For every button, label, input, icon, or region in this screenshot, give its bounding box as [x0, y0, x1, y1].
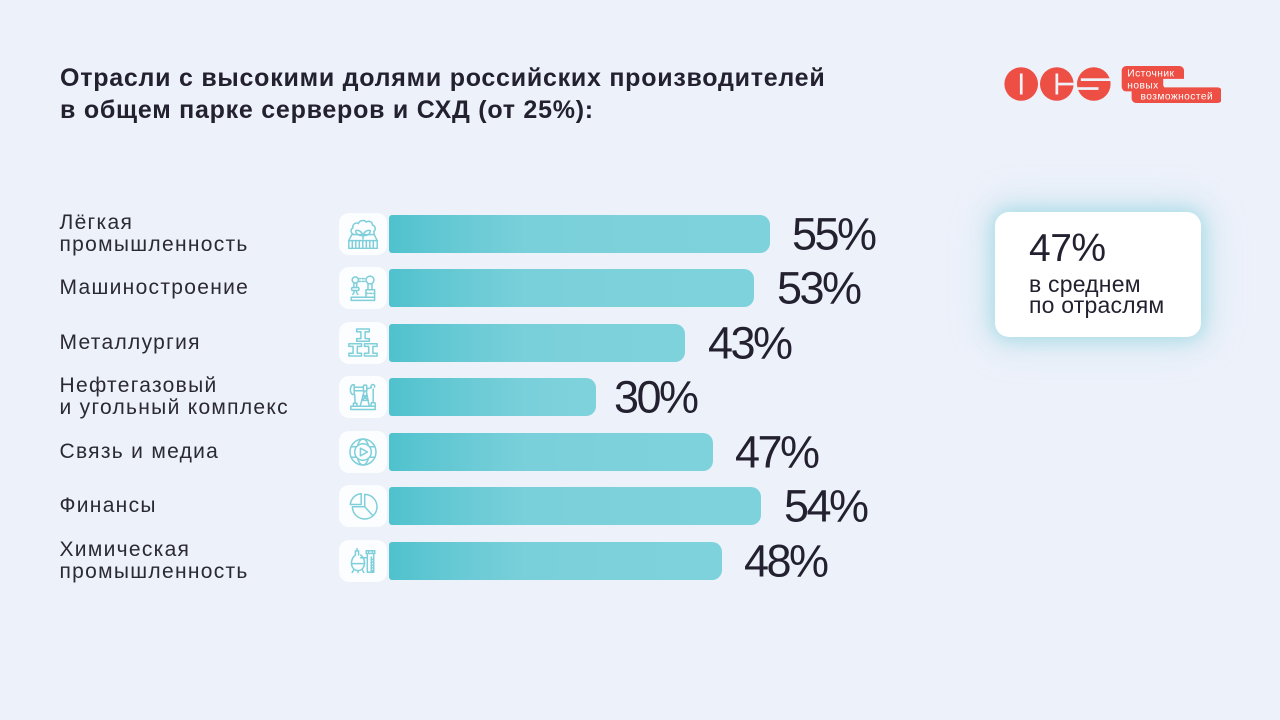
svg-text:возможностей: возможностей — [1141, 92, 1214, 103]
svg-text:Источник: Источник — [1127, 69, 1174, 80]
svg-text:новых: новых — [1127, 80, 1158, 91]
